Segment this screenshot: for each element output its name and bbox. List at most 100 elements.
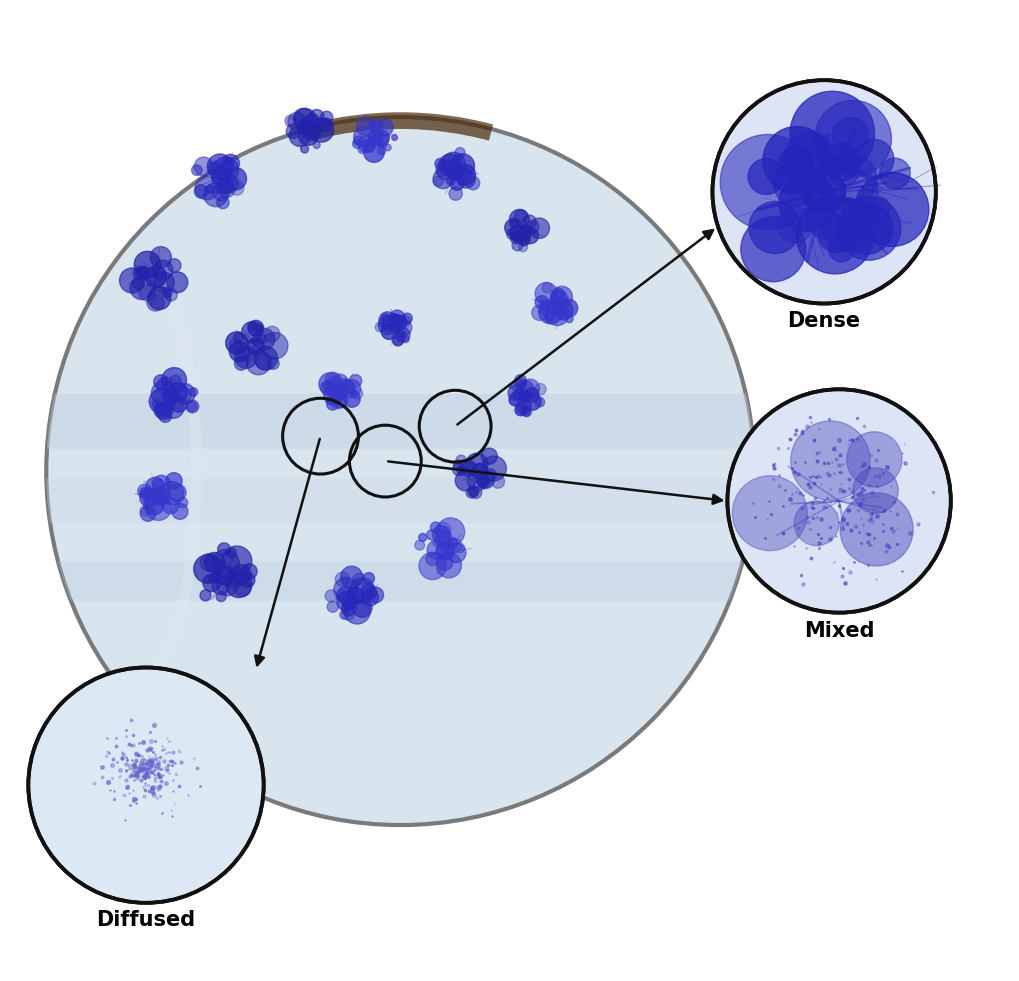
Circle shape [513, 388, 524, 399]
Circle shape [460, 461, 475, 476]
Circle shape [224, 168, 247, 189]
Circle shape [310, 118, 333, 142]
Circle shape [389, 321, 401, 333]
Circle shape [867, 197, 889, 219]
Circle shape [228, 569, 246, 587]
Circle shape [466, 453, 487, 475]
Circle shape [381, 319, 393, 332]
Circle shape [454, 470, 476, 490]
Circle shape [510, 209, 529, 230]
Circle shape [378, 312, 396, 330]
Circle shape [226, 548, 236, 557]
Circle shape [354, 573, 365, 585]
Circle shape [140, 489, 158, 507]
Circle shape [216, 181, 228, 193]
Circle shape [544, 313, 552, 321]
Circle shape [368, 130, 382, 143]
Circle shape [445, 538, 461, 553]
Circle shape [258, 335, 266, 343]
Circle shape [320, 111, 332, 124]
Circle shape [255, 324, 263, 333]
Circle shape [162, 497, 178, 514]
Circle shape [248, 321, 264, 336]
Circle shape [195, 184, 208, 198]
Circle shape [454, 165, 475, 185]
Circle shape [476, 471, 494, 489]
Circle shape [460, 164, 468, 172]
Circle shape [371, 120, 382, 131]
Circle shape [391, 315, 407, 330]
Circle shape [521, 406, 531, 417]
Circle shape [150, 246, 171, 268]
Circle shape [397, 331, 407, 340]
Circle shape [177, 497, 187, 507]
Circle shape [350, 389, 356, 395]
Circle shape [376, 119, 392, 135]
Circle shape [333, 578, 358, 601]
Circle shape [157, 404, 172, 420]
Circle shape [436, 518, 465, 545]
Circle shape [343, 390, 360, 407]
Circle shape [854, 173, 928, 246]
Circle shape [153, 260, 173, 280]
Circle shape [762, 127, 829, 194]
Circle shape [427, 541, 445, 559]
Circle shape [512, 240, 523, 251]
Circle shape [794, 501, 839, 545]
Circle shape [435, 523, 450, 539]
Circle shape [522, 409, 530, 416]
Circle shape [141, 488, 155, 502]
Circle shape [225, 571, 252, 597]
Circle shape [446, 177, 454, 185]
Circle shape [205, 552, 224, 573]
Circle shape [426, 552, 438, 565]
Circle shape [225, 332, 248, 354]
Circle shape [222, 546, 252, 576]
Circle shape [519, 390, 531, 402]
Circle shape [144, 494, 164, 515]
Circle shape [468, 486, 478, 496]
Circle shape [508, 395, 519, 405]
Circle shape [436, 160, 455, 180]
Circle shape [253, 329, 274, 350]
Circle shape [148, 286, 170, 310]
Circle shape [437, 554, 452, 570]
Circle shape [524, 387, 538, 402]
Circle shape [392, 336, 403, 346]
Circle shape [325, 396, 333, 404]
Circle shape [520, 403, 525, 409]
Circle shape [203, 574, 220, 592]
Circle shape [817, 215, 855, 252]
Ellipse shape [46, 117, 754, 825]
Circle shape [229, 341, 250, 362]
Circle shape [138, 266, 150, 279]
Circle shape [457, 170, 475, 188]
Circle shape [828, 236, 853, 262]
Circle shape [174, 384, 195, 404]
Circle shape [289, 125, 311, 146]
Circle shape [512, 231, 523, 243]
Circle shape [267, 358, 279, 370]
Circle shape [508, 392, 523, 406]
Circle shape [491, 475, 504, 489]
Circle shape [194, 554, 222, 584]
Circle shape [535, 283, 556, 305]
Circle shape [246, 350, 271, 375]
Circle shape [435, 531, 451, 548]
Circle shape [293, 108, 313, 128]
Circle shape [234, 357, 248, 370]
Circle shape [525, 221, 538, 233]
Circle shape [162, 287, 172, 297]
Circle shape [538, 300, 561, 324]
Circle shape [169, 375, 181, 387]
Circle shape [138, 485, 151, 498]
Circle shape [374, 133, 388, 147]
Circle shape [732, 476, 806, 550]
Circle shape [820, 197, 872, 250]
Circle shape [514, 210, 527, 223]
Circle shape [136, 267, 147, 278]
Circle shape [211, 168, 229, 186]
Circle shape [152, 487, 170, 505]
Circle shape [481, 456, 505, 481]
Circle shape [467, 471, 487, 490]
